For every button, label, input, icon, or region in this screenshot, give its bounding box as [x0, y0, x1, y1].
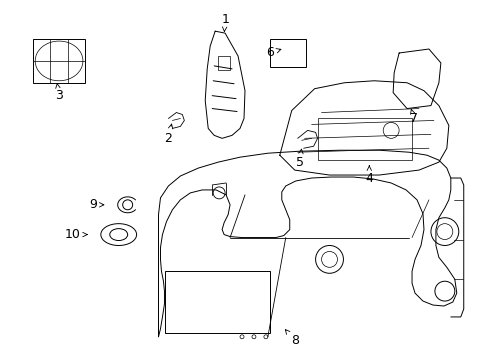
Text: 7: 7 — [409, 109, 417, 125]
Bar — [317, 118, 411, 160]
Text: 5: 5 — [295, 149, 303, 168]
Bar — [165, 271, 269, 333]
Text: 1: 1 — [221, 13, 228, 32]
Text: 3: 3 — [55, 84, 63, 102]
Bar — [33, 39, 85, 83]
Bar — [269, 39, 305, 67]
Text: 4: 4 — [365, 166, 372, 185]
Ellipse shape — [109, 229, 127, 240]
Text: 2: 2 — [164, 124, 172, 145]
Text: 10: 10 — [65, 228, 87, 241]
Bar — [218, 56, 230, 70]
Ellipse shape — [101, 224, 136, 246]
Text: 6: 6 — [265, 46, 280, 59]
Text: 9: 9 — [89, 198, 103, 211]
Text: 8: 8 — [285, 329, 298, 347]
